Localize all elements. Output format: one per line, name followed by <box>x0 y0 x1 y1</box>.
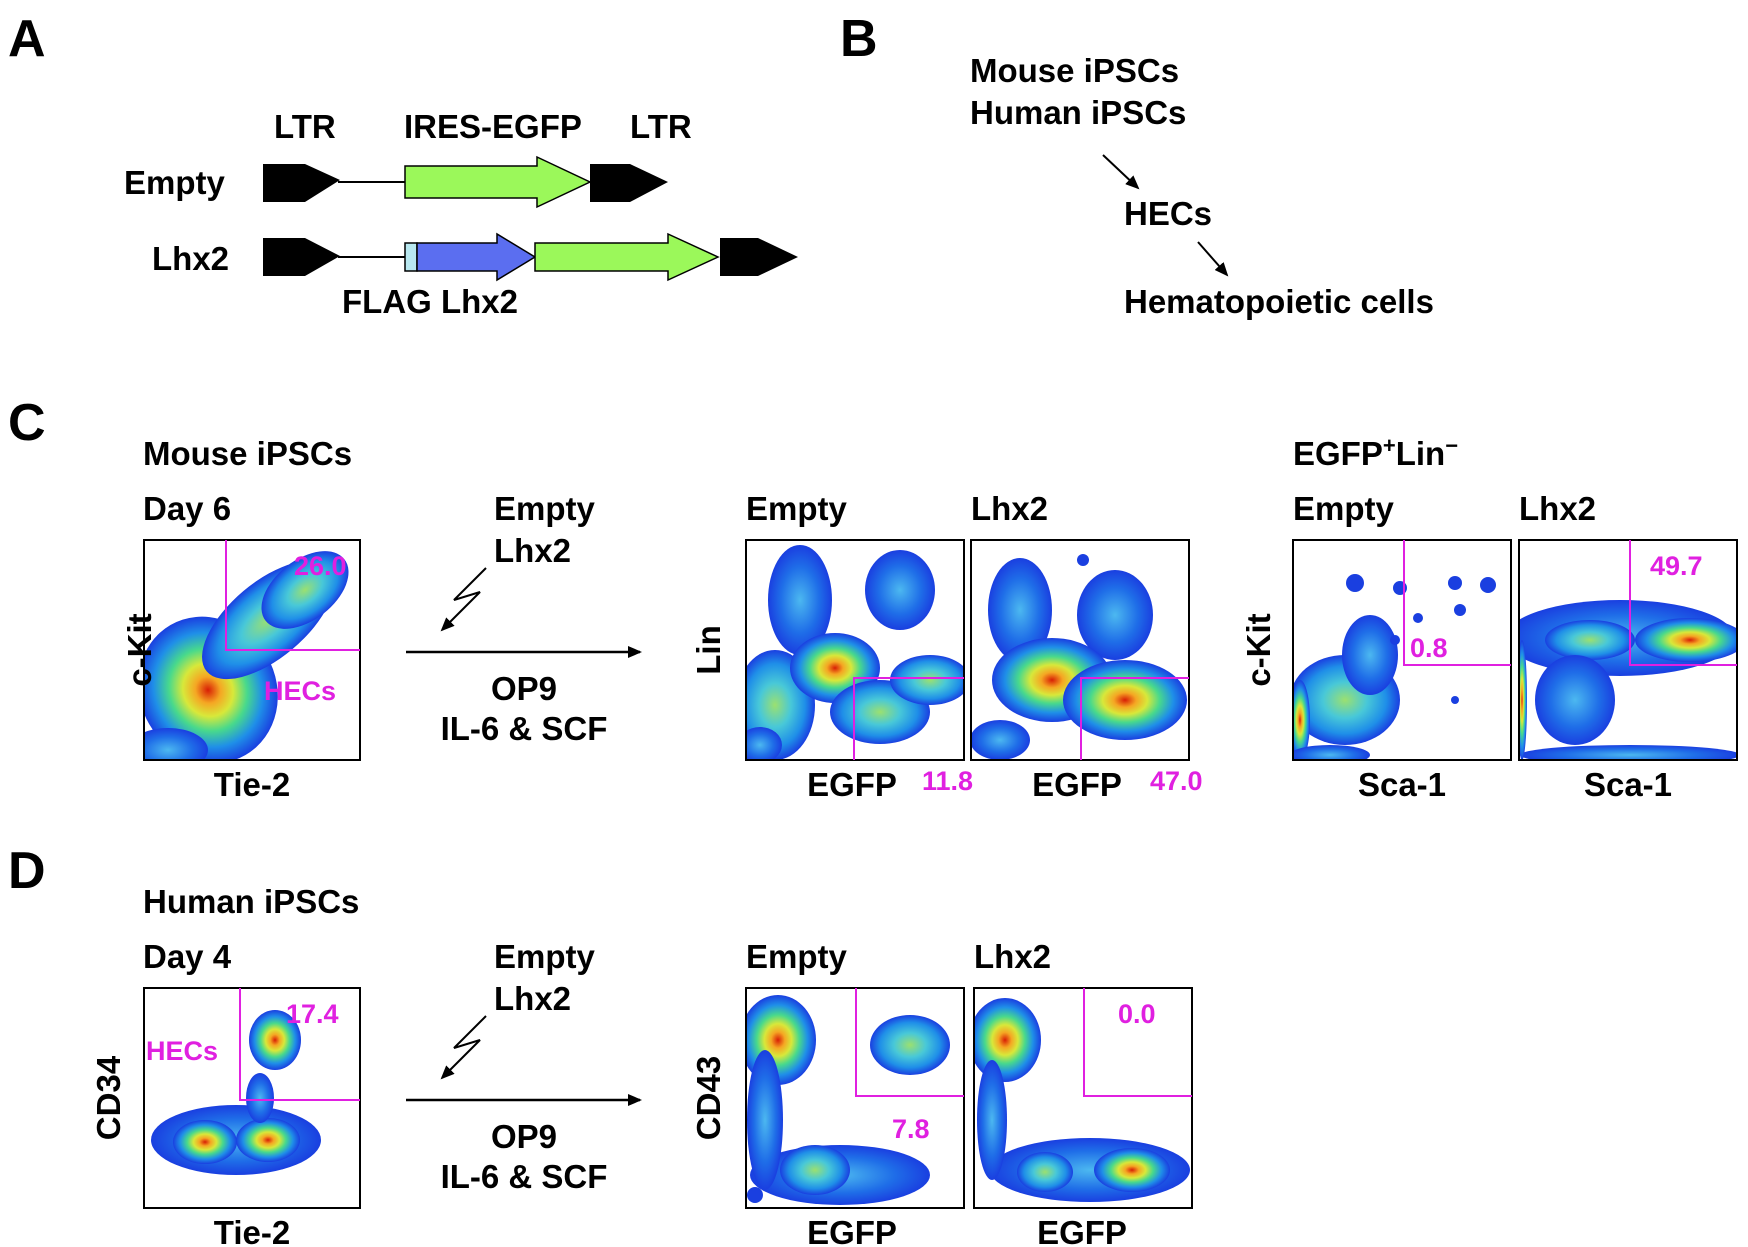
construct-lhx2 <box>263 232 798 282</box>
c-transduce-lhx2: Lhx2 <box>494 532 571 569</box>
axis-c-lin-y: Lin <box>690 625 727 674</box>
scheme-arrow-1 <box>1102 154 1140 190</box>
gate-d1-value: 17.4 <box>286 999 339 1029</box>
c-culture-op9: OP9 <box>491 670 557 707</box>
axis-c1-y: c-Kit <box>121 613 158 686</box>
scheme-hecs: HECs <box>1124 195 1212 232</box>
subset-lin: Lin <box>1396 435 1445 472</box>
d-transduce-empty: Empty <box>494 938 596 975</box>
plot-c1-kit-vs-tie2 <box>143 539 361 761</box>
panel-d-title: Human iPSCs <box>143 883 359 920</box>
ires-egfp-label: IRES-EGFP <box>404 108 582 145</box>
plot-c4-kit-vs-sca1-empty <box>1292 539 1512 761</box>
gate-c5-value: 49.7 <box>1650 551 1703 581</box>
axis-c5-x: Sca-1 <box>1584 766 1672 803</box>
ltr-left-label: LTR <box>274 108 336 145</box>
scheme-human-ipscs: Human iPSCs <box>970 94 1186 131</box>
gate-c3-value: 47.0 <box>1150 766 1203 796</box>
construct-empty-label: Empty <box>124 164 226 201</box>
c-culture-cytokines: IL-6 & SCF <box>441 710 608 747</box>
axis-d2-x: EGFP <box>807 1214 897 1247</box>
gate-c2-value: 11.8 <box>922 766 973 796</box>
plot-c5-kit-vs-sca1-lhx2 <box>1518 539 1738 761</box>
d-zigzag-arrow <box>440 1015 487 1080</box>
d-transduce-lhx2: Lhx2 <box>494 980 571 1017</box>
d-culture-op9: OP9 <box>491 1118 557 1155</box>
axis-c3-x: EGFP <box>1032 766 1122 803</box>
c-transduce-empty: Empty <box>494 490 596 527</box>
plot-c3-lin-vs-egfp-lhx2 <box>970 539 1190 761</box>
gate-c1-hecs-label: HECs <box>264 676 336 706</box>
construct-lhx2-label: Lhx2 <box>152 240 229 277</box>
c-empty2-header: Empty <box>1293 490 1395 527</box>
panel-label-c: C <box>8 394 46 452</box>
plot-c2-lin-vs-egfp-empty <box>745 539 965 761</box>
plot-d3-cd43-vs-egfp-lhx2 <box>973 987 1193 1209</box>
subset-egfp: EGFP <box>1293 435 1383 472</box>
c-empty-header: Empty <box>746 490 848 527</box>
panel-label-d: D <box>8 842 46 900</box>
gate-d2-value: 7.8 <box>892 1114 930 1144</box>
ltr-right-label: LTR <box>630 108 692 145</box>
panel-c-title: Mouse iPSCs <box>143 435 352 472</box>
axis-c1-x: Tie-2 <box>214 766 290 803</box>
d-lhx2-header: Lhx2 <box>974 938 1051 975</box>
c-lhx22-header: Lhx2 <box>1519 490 1596 527</box>
flag-lhx2-label: FLAG Lhx2 <box>342 283 518 320</box>
axis-d-cd43-y: CD43 <box>690 1056 727 1140</box>
d-culture-cytokines: IL-6 & SCF <box>441 1158 608 1195</box>
scheme-arrow-2 <box>1197 241 1229 277</box>
panel-c-day: Day 6 <box>143 490 231 527</box>
subset-plus: + <box>1383 433 1396 458</box>
axis-c2-x: EGFP <box>807 766 897 803</box>
c-lhx2-header: Lhx2 <box>971 490 1048 527</box>
scheme-hematopoietic-cells: Hematopoietic cells <box>1124 283 1434 320</box>
plot-d2-cd43-vs-egfp-empty <box>745 987 965 1209</box>
gate-c1-value: 26.0 <box>294 551 347 581</box>
scheme-mouse-ipscs: Mouse iPSCs <box>970 52 1179 89</box>
panel-d-day: Day 4 <box>143 938 232 975</box>
plot-d1-cd34-vs-tie2 <box>143 987 361 1209</box>
gate-d1-hecs-label: HECs <box>146 1036 218 1066</box>
axis-c4-x: Sca-1 <box>1358 766 1446 803</box>
c-subset-header: EGFP+Lin− <box>1293 433 1458 472</box>
gate-d3-value: 0.0 <box>1118 999 1156 1029</box>
panel-label-b: B <box>840 10 878 68</box>
axis-d1-x: Tie-2 <box>214 1214 290 1247</box>
d-empty-header: Empty <box>746 938 848 975</box>
axis-d1-y: CD34 <box>90 1055 127 1140</box>
gate-c4-value: 0.8 <box>1410 633 1448 663</box>
construct-empty <box>263 155 668 209</box>
subset-minus: − <box>1445 433 1458 458</box>
axis-c-kit2-y: c-Kit <box>1240 613 1277 686</box>
axis-d3-x: EGFP <box>1037 1214 1127 1247</box>
panel-label-a: A <box>8 10 46 68</box>
c-zigzag-arrow <box>440 567 487 632</box>
